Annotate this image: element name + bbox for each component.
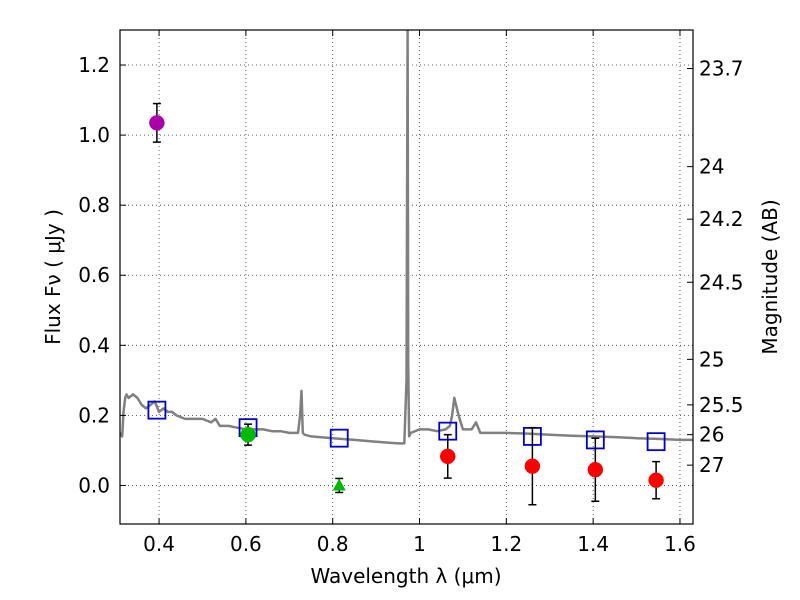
- right-tick-label: 24.2: [699, 207, 744, 231]
- ticks-layer: 0.4 0.6 0.8 1 1.2 1.4 1.6 0.0 0.2 0.4 0.6 0.8 1.0 1.2…: [78, 30, 743, 556]
- y-tick-label: 0.8: [78, 193, 110, 217]
- y-tick-label: 0.0: [78, 473, 110, 497]
- flux-chart: 0.4 0.6 0.8 1 1.2 1.4 1.6 0.0 0.2 0.4 0.6 0.8 1.0 1.2…: [0, 0, 800, 600]
- right-tick-label: 25: [699, 347, 724, 371]
- x-tick-label: 1.6: [664, 532, 696, 556]
- right-tick-label: 23.7: [699, 57, 744, 81]
- right-tick-label: 25.5: [699, 393, 744, 417]
- x-tick-label: 1: [413, 532, 426, 556]
- upper-limit-triangle: [333, 478, 346, 490]
- sed-model-line: [120, 30, 693, 443]
- y-tick-label: 0.4: [78, 333, 110, 357]
- x-tick-label: 0.6: [230, 532, 262, 556]
- y-axis-label: Flux Fν ( μJy ): [41, 209, 65, 345]
- right-axis-label: Magnitude (AB): [758, 199, 782, 354]
- data-point: [149, 115, 164, 130]
- model-photometry-square: [648, 433, 665, 450]
- data-point: [525, 459, 540, 474]
- right-tick-label: 24: [699, 155, 724, 179]
- right-tick-label: 27: [699, 453, 724, 477]
- x-tick-label: 1.4: [577, 532, 609, 556]
- data-point: [241, 427, 256, 442]
- y-tick-label: 0.6: [78, 263, 110, 287]
- data-point: [649, 473, 664, 488]
- x-tick-label: 1.2: [490, 532, 522, 556]
- y-tick-label: 0.2: [78, 403, 110, 427]
- right-tick-label: 26: [699, 423, 724, 447]
- y-tick-label: 1.2: [78, 53, 110, 77]
- y-tick-label: 1.0: [78, 123, 110, 147]
- right-tick-label: 24.5: [699, 270, 744, 294]
- data-point: [588, 462, 603, 477]
- x-tick-label: 0.4: [143, 532, 175, 556]
- data-point: [440, 449, 455, 464]
- sed-layer: [120, 30, 693, 443]
- x-axis-label: Wavelength λ (μm): [310, 564, 501, 588]
- x-tick-label: 0.8: [317, 532, 349, 556]
